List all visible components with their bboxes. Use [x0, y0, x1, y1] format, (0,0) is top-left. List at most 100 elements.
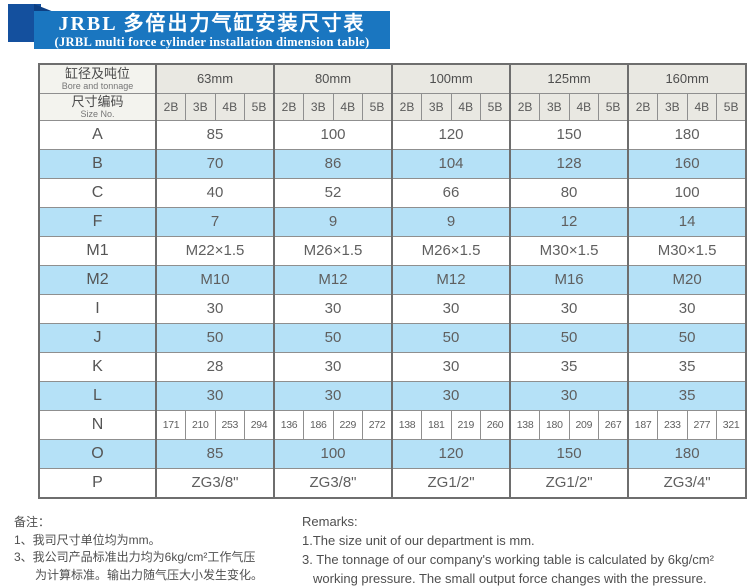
dim-value-cell: 70: [155, 148, 275, 179]
bore-header-cell: 160mm: [627, 63, 747, 94]
dim-value-cell: 50: [155, 322, 275, 353]
dim-value-cell: 28: [155, 351, 275, 382]
row-label: N: [38, 409, 157, 440]
notes-en: Remarks: 1.The size unit of our departme…: [302, 512, 747, 588]
dim-value-cell: M30×1.5: [509, 235, 629, 266]
row-label: M1: [38, 235, 157, 266]
size-code-cell: 3B: [657, 92, 688, 121]
dim-value-cell: 171: [155, 409, 186, 440]
size-code-cell: 3B: [421, 92, 452, 121]
dim-value-cell: 120: [390, 438, 511, 469]
dim-value-cell: 253: [214, 409, 245, 440]
size-code-cell: 2B: [627, 92, 659, 121]
dim-value-cell: M26×1.5: [390, 235, 511, 266]
dim-value-cell: 219: [450, 409, 481, 440]
table-row: M1 M22×1.5 M26×1.5 M26×1.5 M30×1.5 M30×1.5: [38, 235, 747, 266]
dim-value-cell: 35: [509, 351, 629, 382]
dim-value-cell: 277: [686, 409, 718, 440]
dim-value-cell: 50: [390, 322, 511, 353]
dim-value-cell: 272: [362, 409, 393, 440]
size-code-cell: 2B: [391, 92, 422, 121]
size-code-cell: 5B: [362, 92, 393, 121]
dim-value-cell: 30: [273, 293, 393, 324]
dim-value-cell: 30: [509, 380, 629, 411]
row-label: L: [38, 380, 157, 411]
dim-value-cell: M16: [509, 264, 629, 295]
dim-value-cell: 30: [155, 380, 275, 411]
dim-value-cell: 50: [627, 322, 747, 353]
dim-value-cell: M20: [627, 264, 747, 295]
row-label: J: [38, 322, 157, 353]
table-row: B 70 86 104 128 160: [38, 148, 747, 179]
dim-value-cell: 136: [273, 409, 304, 440]
size-no-label-cn: 尺寸编码: [71, 94, 124, 109]
dim-value-cell: 35: [627, 380, 747, 411]
table-row: L 30 30 30 30 35: [38, 380, 747, 411]
dim-value-cell: 40: [155, 177, 275, 208]
dim-value-cell: 209: [568, 409, 600, 440]
row-label: K: [38, 351, 157, 382]
size-code-cell: 4B: [568, 92, 600, 121]
dim-value-cell: 66: [390, 177, 511, 208]
table-row: A 85 100 120 150 180: [38, 119, 747, 150]
dim-value-cell: M10: [155, 264, 275, 295]
dimension-table: 缸径及吨位 Bore and tonnage 63mm 80mm 100mm 125mm 1…: [38, 63, 748, 499]
dim-value-cell: 52: [273, 177, 393, 208]
dim-value-cell: 30: [155, 293, 275, 324]
size-code-cell: 3B: [303, 92, 334, 121]
dim-value-cell: 181: [421, 409, 452, 440]
bore-header-cell: 63mm: [155, 63, 275, 94]
page-title: JRBL 多倍出力气缸安装尺寸表: [58, 13, 366, 35]
dim-value-cell: 233: [657, 409, 688, 440]
dim-value-cell: 180: [627, 119, 747, 150]
dim-value-cell: 12: [509, 206, 629, 237]
table-row: J 50 50 50 50 50: [38, 322, 747, 353]
size-code-cell: 4B: [450, 92, 481, 121]
size-code-cell: 2B: [273, 92, 304, 121]
dim-value-cell: 30: [273, 351, 393, 382]
dim-value-cell: 138: [509, 409, 541, 440]
row-label: O: [38, 438, 157, 469]
notes-en-line: 1.The size unit of our department is mm.: [302, 533, 535, 548]
dim-value-cell: 187: [627, 409, 659, 440]
dim-value-cell: ZG3/4": [627, 467, 747, 499]
table-row: F 7 9 9 12 14: [38, 206, 747, 237]
dim-value-cell: 260: [480, 409, 511, 440]
dim-value-cell: 50: [273, 322, 393, 353]
dim-value-cell: ZG1/2": [509, 467, 629, 499]
size-no-label-en: Size No.: [80, 109, 115, 119]
dim-value-cell: 14: [627, 206, 747, 237]
notes-cn-line: 3、我公司产品标准出力均为6kg/cm²工作气压: [14, 550, 256, 564]
notes-en-line: 3. The tonnage of our company's working …: [302, 552, 714, 567]
dim-value-cell: 9: [273, 206, 393, 237]
ribbon-fold: [34, 4, 54, 12]
dim-value-cell: 160: [627, 148, 747, 179]
title-banner: JRBL 多倍出力气缸安装尺寸表 (JRBL multi force cylin…: [34, 11, 390, 49]
dim-value-cell: ZG3/8": [155, 467, 275, 499]
dim-value-cell: M12: [273, 264, 393, 295]
dim-value-cell: 30: [390, 351, 511, 382]
dim-value-cell: 210: [185, 409, 216, 440]
bore-header-cell: 100mm: [390, 63, 511, 94]
dim-value-cell: 85: [155, 119, 275, 150]
table-row: C 40 52 66 80 100: [38, 177, 747, 208]
notes-cn: 备注： 1、我司尺寸单位均为mm。 3、我公司产品标准出力均为6kg/cm²工作…: [14, 514, 294, 584]
size-code-cell: 5B: [480, 92, 511, 121]
table-row: O 85 100 120 150 180: [38, 438, 747, 469]
notes-cn-heading: 备注：: [14, 515, 51, 529]
size-code-cell: 4B: [686, 92, 718, 121]
bore-tonnage-label-cn: 缸径及吨位: [64, 66, 130, 82]
row-label: P: [38, 467, 157, 499]
row-label: I: [38, 293, 157, 324]
row-label: C: [38, 177, 157, 208]
size-code-cell: 4B: [214, 92, 245, 121]
dim-value-cell: ZG1/2": [390, 467, 511, 499]
table-row: P ZG3/8" ZG3/8" ZG1/2" ZG1/2" ZG3/4": [38, 467, 747, 499]
size-code-cell: 2B: [155, 92, 186, 121]
size-code-cell: 2B: [509, 92, 541, 121]
dim-value-cell: M26×1.5: [273, 235, 393, 266]
size-no-header: 尺寸编码 Size No.: [38, 92, 157, 121]
table-row: I 30 30 30 30 30: [38, 293, 747, 324]
size-code-cell: 4B: [332, 92, 363, 121]
bore-tonnage-label-en: Bore and tonnage: [61, 81, 134, 92]
